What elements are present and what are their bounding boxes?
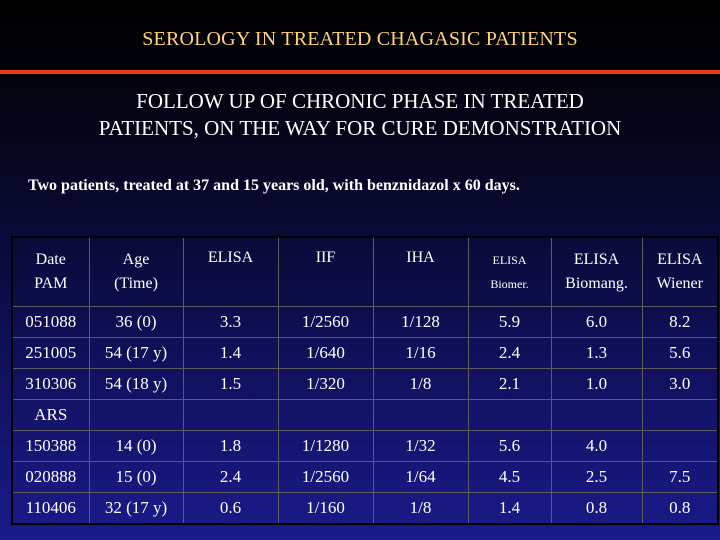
cell-elisa-biomer: 2.1	[467, 368, 552, 400]
cell-age: 14 (0)	[88, 430, 184, 462]
serology-table: Date PAM Age (Time) ELISA IIF IHA ELISA Bio…	[11, 236, 719, 525]
cell-elisa-biomang: 2.5	[550, 461, 643, 493]
table-row: 310306 54 (18 y) 1.5 1/320 1/8 2.1 1.0 3…	[11, 368, 719, 400]
cell-elisa: 1.8	[182, 430, 279, 462]
cell-iha: 1/64	[372, 461, 469, 493]
cell-iif: 1/1280	[277, 430, 374, 462]
cell-date: 020888	[11, 461, 90, 493]
cell-elisa-biomang: 6.0	[550, 306, 643, 338]
cell-elisa-biomang: 1.0	[550, 368, 643, 400]
cell-iha: 1/8	[372, 368, 469, 400]
cell-elisa-biomang: 4.0	[550, 430, 643, 462]
header-elisa-wiener: ELISA Wiener	[641, 236, 719, 307]
subtitle-line-1: FOLLOW UP OF CHRONIC PHASE IN TREATED	[136, 89, 584, 113]
cell-elisa-biomer: 5.9	[467, 306, 552, 338]
cell-elisa: 0.6	[182, 492, 279, 525]
table-header-row: Date PAM Age (Time) ELISA IIF IHA ELISA Bio…	[11, 236, 719, 307]
cell-elisa-wiener: 3.0	[641, 368, 719, 400]
cell-elisa-biomer: 1.4	[467, 492, 552, 525]
cell-age: 54 (17 y)	[88, 337, 184, 369]
section-row: ARS	[11, 399, 719, 431]
cell-elisa-wiener	[641, 430, 719, 462]
cell-elisa-wiener: 7.5	[641, 461, 719, 493]
cell-date: 110406	[11, 492, 90, 525]
cell-elisa-wiener: 0.8	[641, 492, 719, 525]
cell-elisa-wiener: 8.2	[641, 306, 719, 338]
cell-iha: 1/128	[372, 306, 469, 338]
section-label-ars: ARS	[11, 399, 90, 431]
cell-iha: 1/8	[372, 492, 469, 525]
cell-date: 150388	[11, 430, 90, 462]
table-row: 110406 32 (17 y) 0.6 1/160 1/8 1.4 0.8 0…	[11, 492, 719, 525]
header-iha: IHA	[372, 236, 469, 307]
cell-elisa-biomang: 0.8	[550, 492, 643, 525]
header-iif: IIF	[277, 236, 374, 307]
cell-elisa: 2.4	[182, 461, 279, 493]
cell-elisa: 1.4	[182, 337, 279, 369]
table-row: 150388 14 (0) 1.8 1/1280 1/32 5.6 4.0	[11, 430, 719, 462]
cell-iif: 1/160	[277, 492, 374, 525]
table-row: 051088 36 (0) 3.3 1/2560 1/128 5.9 6.0 8…	[11, 306, 719, 338]
cell-iif: 1/320	[277, 368, 374, 400]
cell-age: 54 (18 y)	[88, 368, 184, 400]
header-elisa: ELISA	[182, 236, 279, 307]
cell-age: 32 (17 y)	[88, 492, 184, 525]
cell-iif: 1/2560	[277, 306, 374, 338]
cell-age: 36 (0)	[88, 306, 184, 338]
cell-age: 15 (0)	[88, 461, 184, 493]
slide-subtitle: FOLLOW UP OF CHRONIC PHASE IN TREATED PA…	[10, 88, 710, 142]
cell-iha: 1/16	[372, 337, 469, 369]
header-age: Age (Time)	[88, 236, 184, 307]
cell-elisa-wiener: 5.6	[641, 337, 719, 369]
table-row: 020888 15 (0) 2.4 1/2560 1/64 4.5 2.5 7.…	[11, 461, 719, 493]
cell-date: 310306	[11, 368, 90, 400]
slide-title: SEROLOGY IN TREATED CHAGASIC PATIENTS	[142, 28, 578, 50]
treatment-description: Two patients, treated at 37 and 15 years…	[28, 177, 520, 194]
header-date: Date PAM	[11, 236, 90, 307]
title-divider	[0, 70, 720, 74]
header-elisa-biomang: ELISA Biomang.	[550, 236, 643, 307]
header-elisa-biomer: ELISA Biomer.	[467, 236, 552, 307]
cell-elisa-biomer: 2.4	[467, 337, 552, 369]
cell-elisa: 3.3	[182, 306, 279, 338]
subtitle-line-2: PATIENTS, ON THE WAY FOR CURE DEMONSTRAT…	[98, 116, 622, 140]
cell-elisa-biomang: 1.3	[550, 337, 643, 369]
table-row: 251005 54 (17 y) 1.4 1/640 1/16 2.4 1.3 …	[11, 337, 719, 369]
cell-iha: 1/32	[372, 430, 469, 462]
cell-elisa-biomer: 4.5	[467, 461, 552, 493]
cell-date: 251005	[11, 337, 90, 369]
cell-elisa-biomer: 5.6	[467, 430, 552, 462]
cell-date: 051088	[11, 306, 90, 338]
cell-elisa: 1.5	[182, 368, 279, 400]
cell-iif: 1/2560	[277, 461, 374, 493]
cell-iif: 1/640	[277, 337, 374, 369]
